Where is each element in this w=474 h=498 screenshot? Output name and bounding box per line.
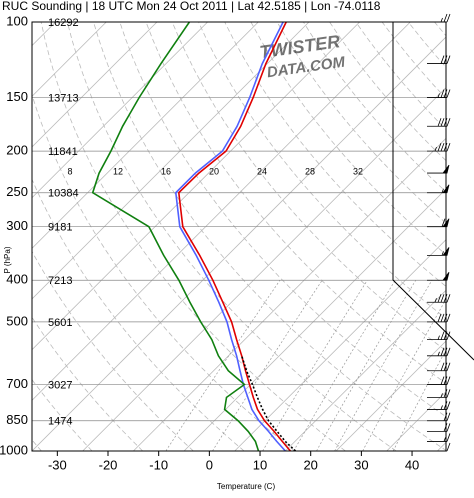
height-label: 10384 <box>48 188 79 200</box>
dry-adiabat <box>435 22 474 451</box>
dry-adiabat <box>277 22 474 451</box>
height-label: 9181 <box>48 222 72 234</box>
height-label: 7213 <box>48 275 72 287</box>
dry-adiabat <box>0 22 244 451</box>
isotherm <box>0 22 5 451</box>
dry-adiabat <box>330 22 474 451</box>
wind-barbs <box>427 14 450 451</box>
dry-adiabat <box>408 22 474 451</box>
y-tick-label: 100 <box>6 13 28 28</box>
wind-barb <box>427 314 450 322</box>
wind-barb <box>427 363 450 371</box>
mixing-ratio-line <box>213 280 323 451</box>
dry-adiabat <box>251 22 474 451</box>
wind-barb <box>427 118 450 126</box>
y-tick-label: 250 <box>6 184 28 199</box>
height-label: 11841 <box>48 146 78 158</box>
height-label: 13713 <box>48 92 79 104</box>
wind-barb <box>427 56 450 64</box>
height-label: 1474 <box>48 416 72 428</box>
dry-adiabat <box>382 22 474 451</box>
grid <box>32 22 446 456</box>
height-label: 16292 <box>48 17 79 29</box>
wind-barb <box>427 143 450 151</box>
isotherm <box>133 22 474 451</box>
x-axis-label: Temperature (C) <box>217 482 276 491</box>
line-label: 8 <box>67 166 72 176</box>
watermark: TWISTER DATA.COM <box>258 31 346 81</box>
y-tick-label: 500 <box>6 313 28 328</box>
dry-adiabat <box>461 22 474 451</box>
isotherm <box>235 22 474 451</box>
mixing-ratio-line <box>317 280 416 451</box>
x-tick-label: -20 <box>99 457 118 472</box>
profile-line <box>93 22 259 451</box>
wind-barb <box>427 389 450 397</box>
y-tick-label: 700 <box>6 376 28 391</box>
mixing-ratio-line <box>335 280 432 451</box>
mixing-ratio-line <box>393 280 474 451</box>
line-label: 24 <box>257 166 267 176</box>
x-tick-label: -10 <box>149 457 168 472</box>
dry-adiabat <box>41 22 345 451</box>
isotherm <box>32 22 461 451</box>
labels: 1001502002503004005007008501000-30-20-10… <box>0 13 419 472</box>
isotherm <box>184 22 474 451</box>
isotherm <box>83 22 474 451</box>
x-tick-label: 40 <box>405 457 419 472</box>
dry-adiabat <box>199 22 474 451</box>
height-label: 3027 <box>48 379 72 391</box>
line-label: 20 <box>209 166 219 176</box>
dry-adiabat <box>172 22 474 451</box>
wind-barb <box>427 423 450 431</box>
profile-line <box>176 22 286 451</box>
x-tick-label: 30 <box>354 457 368 472</box>
y-axis-label: P (hPa) <box>3 246 12 273</box>
x-tick-label: -30 <box>48 457 67 472</box>
wind-barb <box>427 413 450 421</box>
dry-adiabat <box>146 22 474 451</box>
chart-title: RUC Sounding | 18 UTC Mon 24 Oct 2011 | … <box>2 0 381 13</box>
x-tick-label: 0 <box>206 457 213 472</box>
y-tick-label: 300 <box>6 218 28 233</box>
dry-adiabat <box>356 22 474 451</box>
x-tick-label: 20 <box>303 457 317 472</box>
panel-boundary <box>393 22 474 360</box>
y-tick-label: 850 <box>6 412 28 427</box>
line-label: 28 <box>305 166 315 176</box>
line-label: 32 <box>353 166 363 176</box>
isotherm <box>437 22 474 451</box>
line-label: 12 <box>113 166 123 176</box>
isotherm <box>387 22 474 451</box>
y-tick-label: 150 <box>6 89 28 104</box>
x-tick-label: 10 <box>253 457 267 472</box>
isotherm <box>0 22 208 451</box>
wind-barb <box>427 14 450 22</box>
line-label: 16 <box>161 166 171 176</box>
height-label: 5601 <box>48 317 72 329</box>
y-tick-label: 200 <box>6 143 28 158</box>
y-tick-label: 1000 <box>0 442 28 457</box>
